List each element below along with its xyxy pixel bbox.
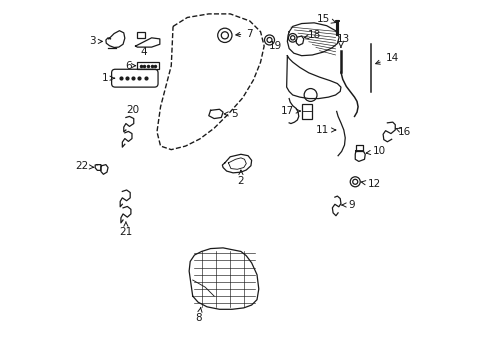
Text: 19: 19 [269,41,282,51]
Text: 14: 14 [375,53,398,64]
Bar [137,62,159,69]
Text: 21: 21 [119,221,132,237]
Bar [301,104,311,118]
Text: 13: 13 [337,33,350,44]
Text: 15: 15 [316,14,335,23]
Text: 5: 5 [224,109,237,119]
Text: 11: 11 [316,125,335,135]
Text: 10: 10 [366,147,385,157]
Bar [137,32,145,38]
Text: 4: 4 [140,47,147,57]
Text: 2: 2 [237,170,244,186]
Text: 1: 1 [102,73,114,83]
Text: 9: 9 [341,200,354,210]
Text: 6: 6 [125,61,135,71]
Text: 20: 20 [126,105,139,115]
Text: 18: 18 [304,30,321,40]
Text: 16: 16 [394,127,410,137]
Text: 7: 7 [235,28,252,39]
Text: 3: 3 [89,36,102,46]
Text: 12: 12 [361,179,380,189]
Text: 17: 17 [280,106,300,116]
Text: 8: 8 [195,307,202,323]
Text: 22: 22 [75,161,94,171]
